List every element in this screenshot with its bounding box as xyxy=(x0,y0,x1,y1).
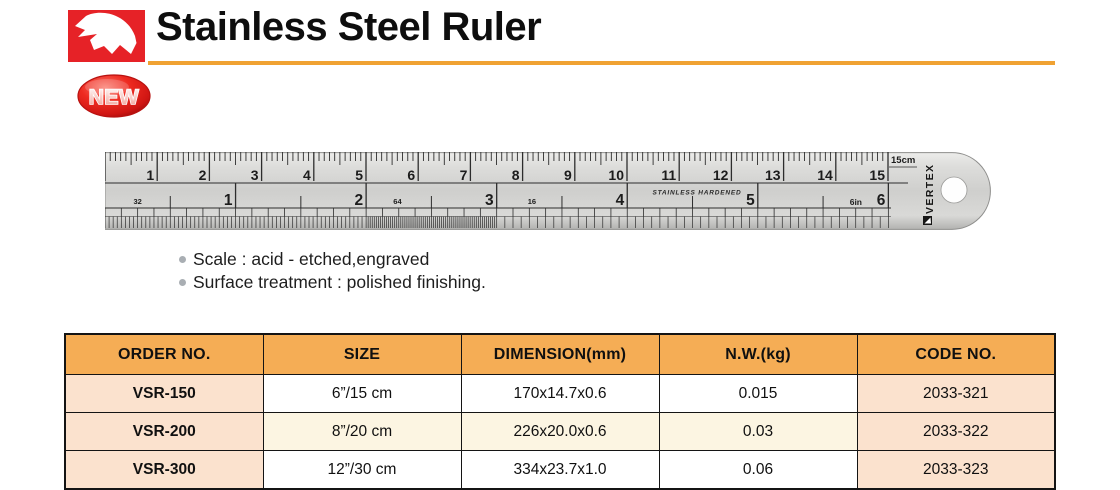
page-title: Stainless Steel Ruler xyxy=(156,5,542,49)
column-header-size: SIZE xyxy=(262,333,462,375)
ruler-ticks: 1 2 3 4 5 6 7 8 9 10 11 12 13 14 151 2 3 4 5 632 64 16 xyxy=(105,152,917,228)
code-no-cell: 2033-322 xyxy=(856,412,1056,451)
column-header-order-no: ORDER NO. xyxy=(64,333,264,375)
svg-text:12: 12 xyxy=(713,167,729,183)
table-row: VSR-300 12”/30 cm 334x23.7x1.0 0.06 2033… xyxy=(64,450,1056,490)
ruler-cm-unit-label: 15cm xyxy=(891,155,915,166)
ruler-inch-unit-label: 6in xyxy=(850,197,862,207)
bullet-icon xyxy=(179,256,186,263)
bullet-icon xyxy=(179,279,186,286)
net-weight-cell: 0.03 xyxy=(658,412,858,451)
svg-text:2: 2 xyxy=(199,167,207,183)
table-row: VSR-200 8”/20 cm 226x20.0x0.6 0.03 2033-… xyxy=(64,412,1056,451)
ruler-brand-mark-icon xyxy=(923,216,932,225)
column-header-net-weight: N.W.(kg) xyxy=(658,333,858,375)
svg-text:11: 11 xyxy=(661,167,676,183)
svg-text:1: 1 xyxy=(224,192,233,209)
size-cell: 12”/30 cm xyxy=(262,450,462,490)
table-header-row: ORDER NO. SIZE DIMENSION(mm) N.W.(kg) CO… xyxy=(64,333,1056,375)
dimension-cell: 170x14.7x0.6 xyxy=(460,374,660,413)
title-underline xyxy=(148,61,1055,65)
brand-logo xyxy=(68,10,145,62)
svg-text:2: 2 xyxy=(354,192,363,209)
svg-text:1: 1 xyxy=(146,167,154,183)
svg-text:6: 6 xyxy=(407,167,415,183)
code-no-cell: 2033-323 xyxy=(856,450,1056,490)
svg-text:64: 64 xyxy=(393,197,402,206)
net-weight-cell: 0.015 xyxy=(658,374,858,413)
size-cell: 6”/15 cm xyxy=(262,374,462,413)
order-no-cell: VSR-200 xyxy=(64,412,264,451)
svg-text:15: 15 xyxy=(869,167,885,183)
feature-list: Scale : acid - etched,engraved Surface t… xyxy=(179,250,486,296)
spec-table: ORDER NO. SIZE DIMENSION(mm) N.W.(kg) CO… xyxy=(64,333,1056,490)
svg-text:3: 3 xyxy=(251,167,259,183)
svg-text:5: 5 xyxy=(355,167,363,183)
dimension-cell: 334x23.7x1.0 xyxy=(460,450,660,490)
svg-text:9: 9 xyxy=(564,167,572,183)
feature-text: Scale : acid - etched,engraved xyxy=(193,249,430,269)
svg-text:10: 10 xyxy=(608,167,624,183)
feature-item: Surface treatment : polished finishing. xyxy=(179,273,486,292)
svg-text:32: 32 xyxy=(133,197,141,206)
svg-text:5: 5 xyxy=(746,192,755,209)
ruler-hang-hole xyxy=(940,176,968,204)
column-header-code-no: CODE NO. xyxy=(856,333,1056,375)
ruler-brand-label: VERTEX xyxy=(924,164,936,214)
order-no-cell: VSR-300 xyxy=(64,450,264,490)
new-badge: NEW xyxy=(77,74,151,118)
net-weight-cell: 0.06 xyxy=(658,450,858,490)
new-badge-label: NEW xyxy=(89,86,140,109)
vertex-eagle-icon xyxy=(75,12,137,55)
ruler-body xyxy=(105,152,991,230)
svg-text:4: 4 xyxy=(303,167,311,183)
ruler-image: 1 2 3 4 5 6 7 8 9 10 11 12 13 14 15 1 2 3 4 5 6 32 64 16 STAINL… xyxy=(105,152,992,230)
code-no-cell: 2033-321 xyxy=(856,374,1056,413)
svg-text:6: 6 xyxy=(877,192,886,209)
column-header-dimension: DIMENSION(mm) xyxy=(460,333,660,375)
feature-text: Surface treatment : polished finishing. xyxy=(193,272,486,292)
feature-item: Scale : acid - etched,engraved xyxy=(179,250,486,269)
ruler-engraving: STAINLESS HARDENED xyxy=(652,190,741,197)
order-no-cell: VSR-150 xyxy=(64,374,264,413)
svg-text:14: 14 xyxy=(817,167,833,183)
svg-text:7: 7 xyxy=(460,167,468,183)
svg-text:8: 8 xyxy=(512,167,520,183)
svg-text:3: 3 xyxy=(485,192,494,209)
size-cell: 8”/20 cm xyxy=(262,412,462,451)
svg-text:16: 16 xyxy=(528,197,536,206)
table-row: VSR-150 6”/15 cm 170x14.7x0.6 0.015 2033… xyxy=(64,374,1056,413)
ruler-svg: 1 2 3 4 5 6 7 8 9 10 11 12 13 14 151 2 3 4 5 632 64 16 STAINL… xyxy=(105,152,991,230)
svg-text:4: 4 xyxy=(616,192,625,209)
svg-text:13: 13 xyxy=(765,167,781,183)
dimension-cell: 226x20.0x0.6 xyxy=(460,412,660,451)
